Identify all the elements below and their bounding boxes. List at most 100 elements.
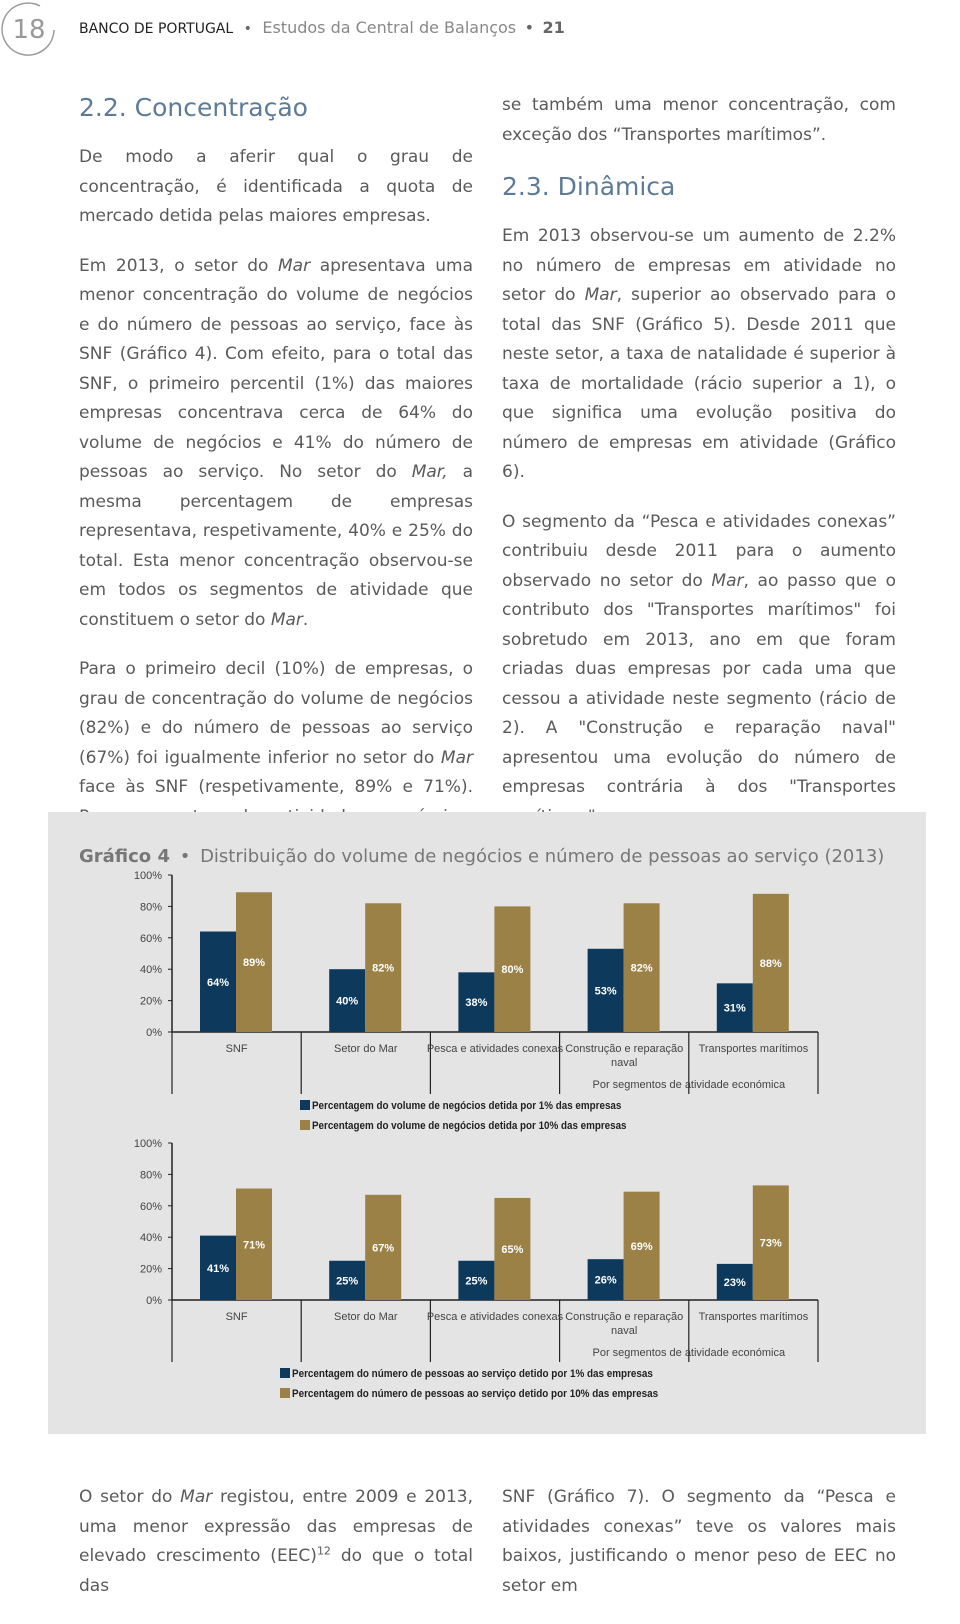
label-line: naval	[611, 1325, 637, 1337]
y-tick-label: 80%	[140, 1169, 162, 1181]
legend-swatch	[280, 1368, 290, 1378]
text-run: Para o primeiro decil (10%) de empresas,…	[79, 659, 473, 768]
figure-panel: Gráfico 4 • Distribuição do volume de ne…	[48, 812, 926, 1434]
paragraph: O segmento da “Pesca e atividades conexa…	[502, 508, 896, 833]
series: Estudos da Central de Balanços	[262, 18, 516, 37]
bar	[716, 1263, 753, 1300]
text-run: Mar	[278, 255, 311, 276]
x-tick-label: Transportes marítimos	[699, 1043, 809, 1055]
value-label: 88%	[760, 958, 782, 970]
bar	[200, 1235, 236, 1300]
legend-label: Percentagem do volume de negócios detida…	[312, 1120, 627, 1132]
x-axis-label: Por segmentos de atividade económica	[592, 1347, 785, 1359]
text-run: Em 2013 observou-se um aumento de 2.2% n…	[502, 226, 896, 305]
text-run: SNF (Gráfico 7). O segmento da “Pesca e …	[502, 1487, 896, 1596]
bottom-right-column: SNF (Gráfico 7). O segmento da “Pesca e …	[502, 1483, 896, 1621]
y-tick-label: 20%	[140, 996, 162, 1008]
publisher: BANCO DE PORTUGAL	[79, 21, 233, 37]
figure-caption: Gráfico 4 • Distribuição do volume de ne…	[79, 846, 884, 867]
figure-title: Distribuição do volume de negócios e núm…	[200, 846, 884, 867]
value-label: 53%	[595, 985, 617, 997]
issue: 21	[542, 18, 564, 37]
bar	[623, 1191, 660, 1300]
text-run: O segmento da “Pesca e atividades conexa…	[502, 511, 896, 591]
text-run: O setor do	[79, 1487, 181, 1507]
value-label: 41%	[207, 1263, 229, 1275]
value-label: 25%	[336, 1275, 358, 1287]
value-label: 69%	[631, 1241, 653, 1253]
bar	[716, 983, 753, 1032]
paragraph: se também uma menor concentração, com ex…	[502, 91, 896, 150]
y-tick-label: 80%	[140, 901, 162, 913]
value-label: 38%	[465, 997, 487, 1009]
paragraph: Em 2013, o setor do Mar apresentava uma …	[79, 252, 473, 636]
page-number-ring	[1, 2, 55, 56]
bar	[458, 1260, 495, 1300]
x-tick-label: Construção e reparação naval	[565, 1311, 683, 1337]
bar	[623, 903, 660, 1032]
bar	[494, 906, 531, 1032]
x-tick-label: SNF	[226, 1311, 248, 1323]
value-label: 40%	[336, 996, 358, 1008]
text-run: , ao passo que o contributo dos "Transpo…	[502, 570, 896, 827]
legend-label: Percentagem do número de pessoas ao serv…	[292, 1368, 653, 1380]
y-tick-label: 0%	[146, 1295, 162, 1307]
value-label: 25%	[465, 1275, 487, 1287]
y-tick-label: 40%	[140, 964, 162, 976]
value-label: 71%	[243, 1239, 265, 1251]
value-label: 73%	[760, 1238, 782, 1250]
page-header: 18 BANCO DE PORTUGAL • Estudos da Centra…	[0, 0, 960, 56]
bar	[752, 1185, 789, 1300]
x-tick-label: Setor do Mar	[334, 1043, 398, 1055]
x-tick-label: SNF	[226, 1043, 248, 1055]
x-tick-label: Pesca e atividades conexas	[427, 1311, 564, 1323]
left-column: 2.2. Concentração De modo a aferir qual o…	[79, 91, 473, 882]
text-run: Mar	[180, 1487, 213, 1507]
legend-label: Percentagem do volume de negócios detida…	[312, 1100, 621, 1112]
legend-label: Percentagem do número de pessoas ao serv…	[292, 1388, 658, 1400]
bar	[587, 1259, 624, 1300]
value-label: 82%	[372, 963, 394, 975]
header-graphic: 18 BANCO DE PORTUGAL • Estudos da Centra…	[1, 2, 565, 56]
y-tick-label: 60%	[140, 1201, 162, 1213]
text-run: do que o total das	[79, 1546, 474, 1596]
y-tick-label: 20%	[140, 1264, 162, 1276]
y-tick-label: 60%	[140, 933, 162, 945]
value-label: 80%	[501, 964, 523, 976]
bar	[200, 931, 236, 1032]
label-line: naval	[611, 1057, 637, 1069]
bar	[458, 972, 495, 1032]
header-text: BANCO DE PORTUGAL • Estudos da Central d…	[79, 18, 565, 37]
value-label: 23%	[724, 1277, 746, 1289]
paragraph: Em 2013 observou-se um aumento de 2.2% n…	[502, 222, 896, 488]
legend-swatch	[280, 1388, 290, 1398]
figure-label: Gráfico 4	[79, 846, 170, 867]
value-label: 31%	[724, 1003, 746, 1015]
y-tick-label: 40%	[140, 1232, 162, 1244]
paragraph: De modo a aferir qual o grau de concentr…	[79, 143, 473, 232]
bar	[236, 892, 272, 1032]
text-run: se também uma menor concentração, com ex…	[502, 95, 896, 145]
label-line: Construção e reparação	[565, 1311, 683, 1323]
text-run: De modo a aferir qual o grau de concentr…	[79, 147, 473, 226]
x-tick-label: Setor do Mar	[334, 1311, 398, 1323]
text-run: Mar	[440, 747, 473, 768]
value-label: 89%	[243, 957, 265, 969]
legend-swatch	[300, 1120, 310, 1130]
text-run: , superior ao observado para o total das…	[502, 285, 896, 482]
y-tick-label: 0%	[146, 1027, 162, 1039]
value-label: 26%	[595, 1275, 617, 1287]
bar	[494, 1197, 531, 1300]
y-tick-label: 100%	[134, 870, 162, 882]
bar	[587, 948, 624, 1032]
value-label: 65%	[501, 1244, 523, 1256]
page-number: 18	[12, 15, 45, 45]
bar	[329, 1260, 366, 1300]
right-column: se também uma menor concentração, com ex…	[502, 91, 896, 852]
text-run: Mar	[270, 609, 303, 630]
separator: •	[180, 846, 191, 867]
legend-swatch	[300, 1100, 310, 1110]
x-tick-label: Pesca e atividades conexas	[427, 1043, 564, 1055]
text-run: Mar	[584, 285, 617, 305]
